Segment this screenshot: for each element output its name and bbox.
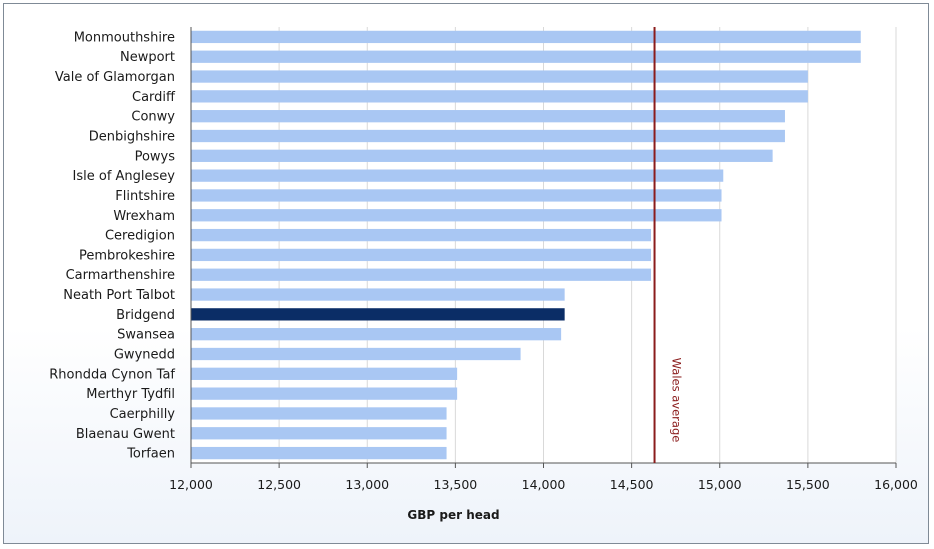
category-label: Caerphilly xyxy=(110,407,176,422)
bar xyxy=(191,149,773,162)
category-label: Ceredigion xyxy=(105,229,175,244)
category-label: Neath Port Talbot xyxy=(63,288,175,303)
category-label: Flintshire xyxy=(115,189,175,204)
category-label: Merthyr Tydfil xyxy=(86,387,175,402)
x-tick-label: 12,000 xyxy=(169,477,213,492)
bar xyxy=(191,129,785,143)
category-label: Isle of Anglesey xyxy=(73,169,176,184)
plot-area: Monmouthshire Newport Vale of Glamorgan Car… xyxy=(49,27,918,492)
category-label: Newport xyxy=(120,50,175,65)
category-label: Powys xyxy=(135,149,176,164)
category-label: Cardiff xyxy=(132,90,176,105)
category-label: Conwy xyxy=(131,110,175,125)
bar xyxy=(191,90,808,103)
x-axis-title: GBP per head xyxy=(407,508,499,522)
bar-highlight xyxy=(191,308,565,321)
bar xyxy=(191,427,447,440)
category-label: Blaenau Gwent xyxy=(76,427,175,442)
bar xyxy=(191,248,652,262)
bar xyxy=(191,367,458,380)
category-label: Rhondda Cynon Taf xyxy=(49,367,175,382)
x-tick-label: 14,000 xyxy=(522,477,566,492)
bar xyxy=(191,407,447,420)
bar xyxy=(191,110,785,123)
bar xyxy=(191,50,861,63)
category-label: Wrexham xyxy=(113,209,175,224)
category-label: Bridgend xyxy=(116,308,175,323)
x-tick-label: 14,500 xyxy=(610,477,654,492)
x-tick-label: 13,500 xyxy=(434,477,478,492)
reference-line-label: Wales average xyxy=(670,358,684,443)
bar xyxy=(191,268,652,281)
x-tick-label: 16,000 xyxy=(874,477,918,492)
category-label: Denbighshire xyxy=(89,130,175,145)
bar xyxy=(191,189,722,202)
category-label: Monmouthshire xyxy=(74,30,175,45)
category-label: Gwynedd xyxy=(114,348,175,363)
x-tick-label: 13,000 xyxy=(345,477,389,492)
bar xyxy=(191,347,521,361)
category-label: Torfaen xyxy=(126,447,175,462)
category-label: Swansea xyxy=(117,328,175,343)
bar xyxy=(191,228,652,242)
bar xyxy=(191,288,565,301)
x-tick-label: 12,500 xyxy=(257,477,301,492)
category-label: Pembrokeshire xyxy=(79,248,175,263)
bar xyxy=(191,328,562,341)
bar xyxy=(191,169,724,182)
x-tick-label: 15,500 xyxy=(786,477,830,492)
category-label: Carmarthenshire xyxy=(66,268,175,283)
category-label: Vale of Glamorgan xyxy=(55,70,175,85)
x-tick-label: 15,000 xyxy=(698,477,742,492)
bar xyxy=(191,446,447,460)
bar xyxy=(191,70,808,83)
bar xyxy=(191,387,458,400)
bar xyxy=(191,30,861,44)
bar xyxy=(191,209,722,222)
